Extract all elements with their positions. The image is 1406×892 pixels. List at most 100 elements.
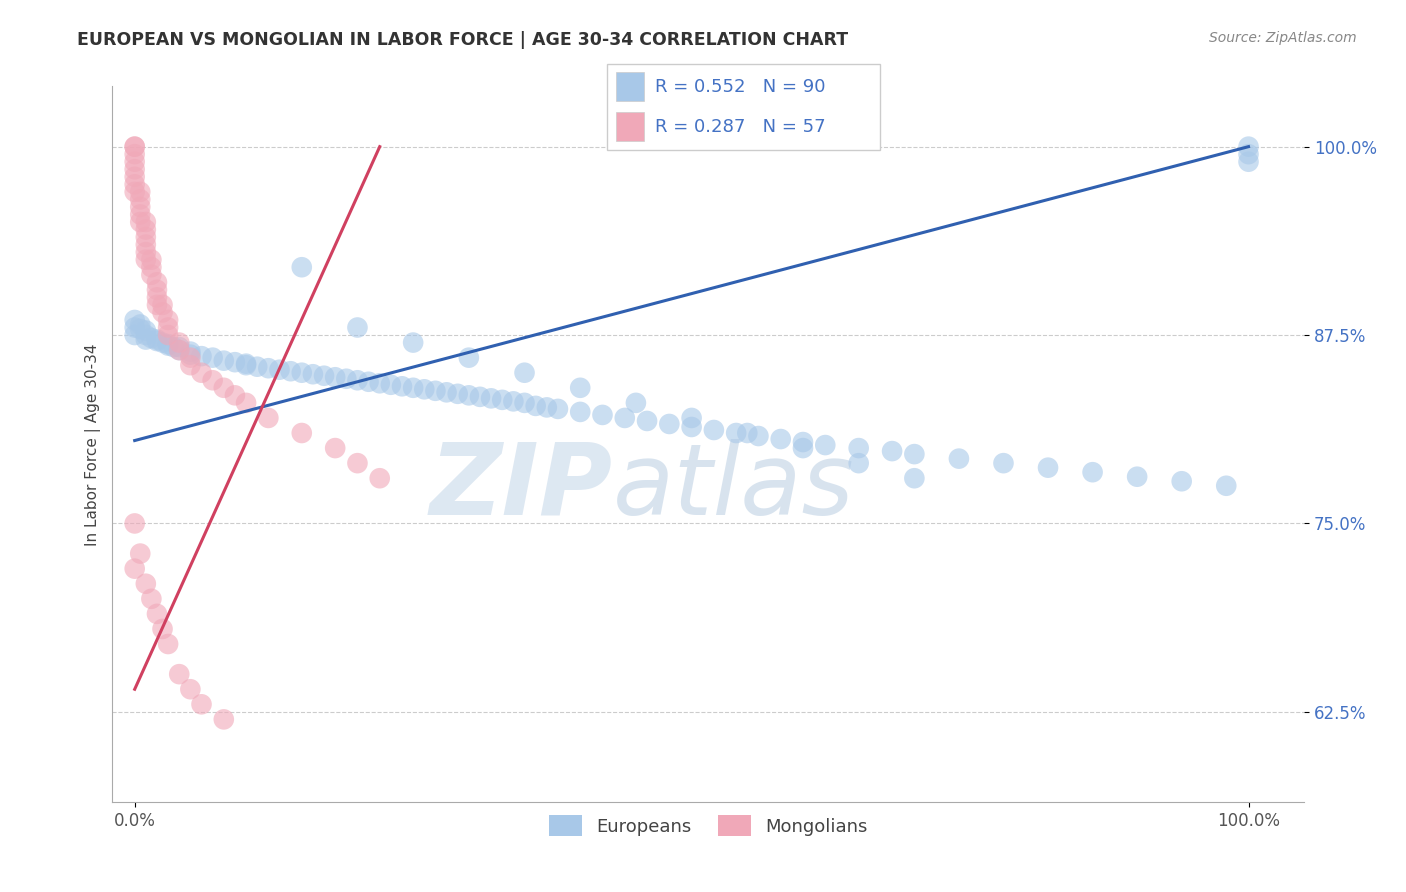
Point [179, 348, 201, 362]
Point [167, 343, 190, 358]
Point [592, 408, 614, 422]
Point [457, 388, 479, 402]
Point [302, 368, 325, 382]
Point [135, 230, 157, 244]
Point [335, 372, 357, 386]
Point [179, 682, 201, 697]
Point [291, 366, 314, 380]
Point [163, 340, 186, 354]
Point [212, 381, 235, 395]
Point [157, 320, 180, 334]
Point [124, 313, 146, 327]
Point [141, 268, 163, 282]
Point [201, 373, 224, 387]
Point [135, 215, 157, 229]
Point [681, 420, 703, 434]
Point [792, 435, 814, 450]
Point [346, 373, 368, 387]
Point [157, 337, 180, 351]
Point [167, 340, 190, 354]
Point [269, 362, 291, 376]
Point [124, 139, 146, 153]
Point [146, 298, 169, 312]
Point [167, 343, 190, 358]
FancyBboxPatch shape [607, 64, 880, 150]
Point [141, 591, 163, 606]
Point [457, 351, 479, 365]
Point [157, 338, 180, 352]
Point [212, 712, 235, 726]
Point [814, 438, 837, 452]
Point [848, 456, 870, 470]
Point [681, 411, 703, 425]
Point [129, 215, 152, 229]
Point [157, 637, 180, 651]
Point [124, 169, 146, 184]
Point [152, 335, 174, 350]
Text: Source: ZipAtlas.com: Source: ZipAtlas.com [1209, 31, 1357, 45]
Point [190, 349, 212, 363]
Point [1215, 479, 1237, 493]
Point [725, 425, 748, 440]
Text: EUROPEAN VS MONGOLIAN IN LABOR FORCE | AGE 30-34 CORRELATION CHART: EUROPEAN VS MONGOLIAN IN LABOR FORCE | A… [77, 31, 848, 49]
Point [201, 351, 224, 365]
Point [146, 283, 169, 297]
Point [124, 162, 146, 177]
Point [291, 260, 314, 275]
Point [129, 318, 152, 332]
Point [323, 441, 346, 455]
Point [291, 425, 314, 440]
Point [792, 441, 814, 455]
Point [129, 207, 152, 221]
Y-axis label: In Labor Force | Age 30-34: In Labor Force | Age 30-34 [86, 343, 101, 546]
Point [135, 333, 157, 347]
Point [129, 193, 152, 207]
Point [402, 335, 425, 350]
Point [141, 260, 163, 275]
Bar [616, 72, 644, 101]
Point [224, 388, 246, 402]
Point [903, 471, 925, 485]
Point [1237, 154, 1260, 169]
Point [146, 334, 169, 348]
Point [346, 456, 368, 470]
Point [146, 290, 169, 304]
Point [135, 245, 157, 260]
Text: ZIP: ZIP [430, 439, 613, 536]
Point [1237, 147, 1260, 161]
Point [124, 516, 146, 531]
Point [491, 392, 513, 407]
Point [391, 379, 413, 393]
Point [190, 366, 212, 380]
Point [636, 414, 658, 428]
Point [903, 447, 925, 461]
Point [658, 417, 681, 431]
Point [368, 471, 391, 485]
Point [152, 305, 174, 319]
Point [141, 331, 163, 345]
Point [124, 147, 146, 161]
Point [135, 576, 157, 591]
Text: R = 0.287   N = 57: R = 0.287 N = 57 [655, 118, 825, 136]
Point [235, 396, 257, 410]
Point [380, 377, 402, 392]
Point [425, 384, 447, 398]
Point [129, 547, 152, 561]
Point [502, 394, 524, 409]
Point [737, 425, 759, 440]
Point [948, 451, 970, 466]
Point [368, 376, 391, 391]
Point [152, 622, 174, 636]
Point [167, 667, 190, 681]
Point [135, 324, 157, 338]
Point [747, 429, 769, 443]
Point [447, 387, 470, 401]
Point [167, 335, 190, 350]
Point [129, 200, 152, 214]
Point [146, 275, 169, 289]
Point [124, 154, 146, 169]
Point [141, 252, 163, 267]
Point [124, 139, 146, 153]
Point [179, 358, 201, 372]
Point [124, 185, 146, 199]
